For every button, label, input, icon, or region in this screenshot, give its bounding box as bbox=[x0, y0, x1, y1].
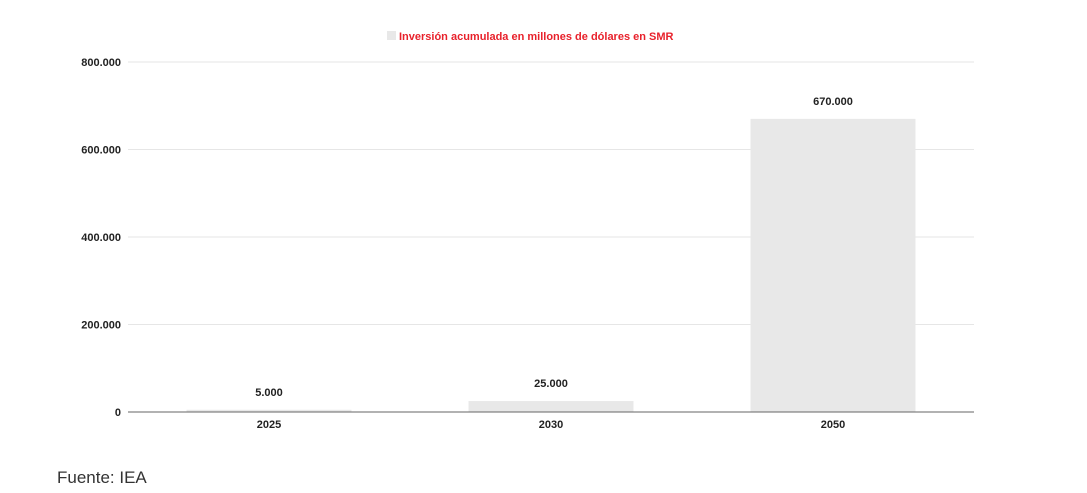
y-tick-label: 0 bbox=[115, 407, 121, 419]
data-label: 25.000 bbox=[534, 378, 568, 390]
data-label: 5.000 bbox=[255, 387, 283, 399]
y-tick-label: 800.000 bbox=[81, 57, 121, 69]
x-tick-label: 2050 bbox=[821, 419, 845, 431]
y-tick-label: 400.000 bbox=[81, 232, 121, 244]
bar-chart: Inversión acumulada en millones de dólar… bbox=[0, 0, 1087, 460]
source-note: Fuente: IEA bbox=[57, 468, 147, 488]
y-tick-label: 200.000 bbox=[81, 320, 121, 332]
y-tick-label: 600.000 bbox=[81, 145, 121, 157]
legend-label: Inversión acumulada en millones de dólar… bbox=[399, 31, 674, 43]
x-tick-label: 2025 bbox=[257, 419, 281, 431]
x-axis-ticks: 2025 2030 2050 bbox=[257, 419, 845, 431]
legend: Inversión acumulada en millones de dólar… bbox=[387, 31, 674, 43]
bars bbox=[187, 119, 916, 412]
bar bbox=[751, 119, 916, 412]
y-axis-ticks: 0 200.000 400.000 600.000 800.000 bbox=[81, 57, 121, 419]
x-tick-label: 2030 bbox=[539, 419, 563, 431]
bar bbox=[469, 401, 634, 412]
data-label: 670.000 bbox=[813, 96, 853, 108]
legend-swatch bbox=[387, 31, 396, 40]
